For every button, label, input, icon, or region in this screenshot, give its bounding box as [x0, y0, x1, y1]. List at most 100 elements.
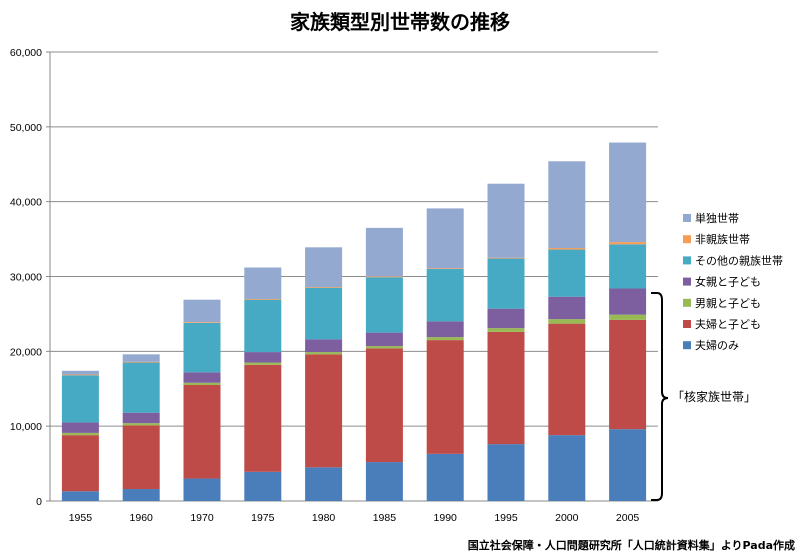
bar-segment [487, 308, 525, 329]
bar-segment [426, 269, 464, 322]
legend-swatch [683, 235, 691, 244]
legend-label: 女親と子ども [695, 275, 761, 289]
bar-segment [548, 249, 586, 297]
bar-segment [183, 478, 221, 501]
bar-segment [244, 267, 282, 299]
bar-segment [609, 314, 647, 320]
y-tick-label: 50,000 [10, 122, 42, 134]
x-tick-label: 1995 [494, 512, 518, 524]
bar-segment [122, 412, 160, 424]
bar-segment [365, 348, 403, 463]
bar-segment [548, 248, 586, 250]
legend-label: 夫婦と子ども [695, 317, 761, 331]
legend-swatch [683, 341, 691, 350]
x-tick-label: 2005 [616, 512, 640, 524]
bar-segment [183, 385, 221, 479]
bar-segment [487, 444, 525, 501]
brace-label: 「核家族世帯」 [672, 389, 756, 404]
bar-segment [609, 142, 647, 243]
bar-segment [487, 331, 525, 445]
bar-segment [426, 268, 464, 270]
x-tick-label: 2000 [555, 512, 579, 524]
bar-segment [305, 352, 343, 355]
legend-swatch [683, 277, 691, 286]
bar-segment [244, 471, 282, 501]
x-axis: 1955 1960 1970 1975 1980 1985 1990 1995 2000 2005 [69, 512, 640, 524]
bar-segment [122, 489, 160, 501]
bar-segment [244, 352, 282, 363]
bar-segment [183, 299, 221, 323]
x-tick-label: 1955 [69, 512, 93, 524]
bar-segment [365, 346, 403, 349]
bar-segment [305, 286, 343, 288]
bar-segment [61, 375, 99, 423]
bar-segment [305, 247, 343, 287]
bar-segment [609, 288, 647, 315]
y-tick-label: 30,000 [10, 272, 42, 284]
bar-segment [487, 328, 525, 332]
bar-segment [61, 491, 99, 501]
x-tick-label: 1975 [251, 512, 275, 524]
bar-segment [244, 364, 282, 472]
chart-title: 家族類型別世帯数の推移 [290, 10, 510, 34]
bar-segment [61, 432, 99, 436]
x-tick-label: 1960 [130, 512, 154, 524]
bar-segment [183, 322, 221, 373]
bar-segment [305, 467, 343, 501]
y-tick-label: 10,000 [10, 421, 42, 433]
source-note: 国立社会保障・人口問題研究所「人口統計資料集」よりPada作成 [468, 538, 795, 552]
bar-segment [609, 244, 647, 289]
bar-segment [365, 276, 403, 278]
x-tick-label: 1990 [434, 512, 458, 524]
bar-segment [609, 319, 647, 430]
y-tick-label: 40,000 [10, 197, 42, 209]
nuclear-family-brace [651, 292, 669, 501]
bar-segment [548, 319, 586, 324]
bar-segment [183, 382, 221, 386]
bar-segment [609, 242, 647, 245]
legend-label: 夫婦のみ [695, 338, 739, 352]
bar-segment [487, 257, 525, 259]
bar-segment [244, 362, 282, 365]
y-tick-label: 20,000 [10, 346, 42, 358]
bar-segment [122, 361, 160, 363]
legend-label: 単独世帯 [695, 211, 739, 225]
legend-label: その他の親族世帯 [695, 253, 783, 267]
y-tick-label: 60,000 [10, 47, 42, 59]
legend-swatch [683, 298, 691, 307]
bar-segment [122, 425, 160, 490]
legend-label: 男親と子ども [695, 297, 761, 310]
bar-segment [61, 370, 99, 375]
bar-segment [426, 321, 464, 338]
legend-label: 非親族世帯 [695, 232, 750, 246]
bar-segment [426, 208, 464, 269]
legend-swatch [683, 256, 691, 265]
legend-swatch [683, 320, 691, 328]
bar-segment [365, 332, 403, 347]
bar-segment [244, 298, 282, 300]
x-tick-label: 1985 [373, 512, 397, 524]
bar-segment [61, 374, 99, 376]
bar-segment [548, 323, 586, 436]
bar-segment [426, 340, 464, 454]
bar-segment [609, 429, 647, 501]
bar-segment [487, 183, 525, 258]
bar-segment [183, 322, 221, 323]
y-tick-label: 0 [36, 496, 42, 508]
bar-segment [183, 372, 221, 383]
bar-segment [365, 462, 403, 501]
bar-segment [487, 258, 525, 309]
bar-segment [61, 435, 99, 492]
bar-segment [426, 453, 464, 501]
bar-segment [61, 422, 99, 433]
bar-segment [548, 435, 586, 501]
bar-segment [548, 161, 586, 249]
x-tick-label: 1970 [190, 512, 214, 524]
bar-segment [122, 354, 160, 362]
bars [61, 142, 647, 501]
bar-segment [365, 227, 403, 277]
bar-segment [426, 337, 464, 341]
bar-segment [122, 362, 160, 413]
